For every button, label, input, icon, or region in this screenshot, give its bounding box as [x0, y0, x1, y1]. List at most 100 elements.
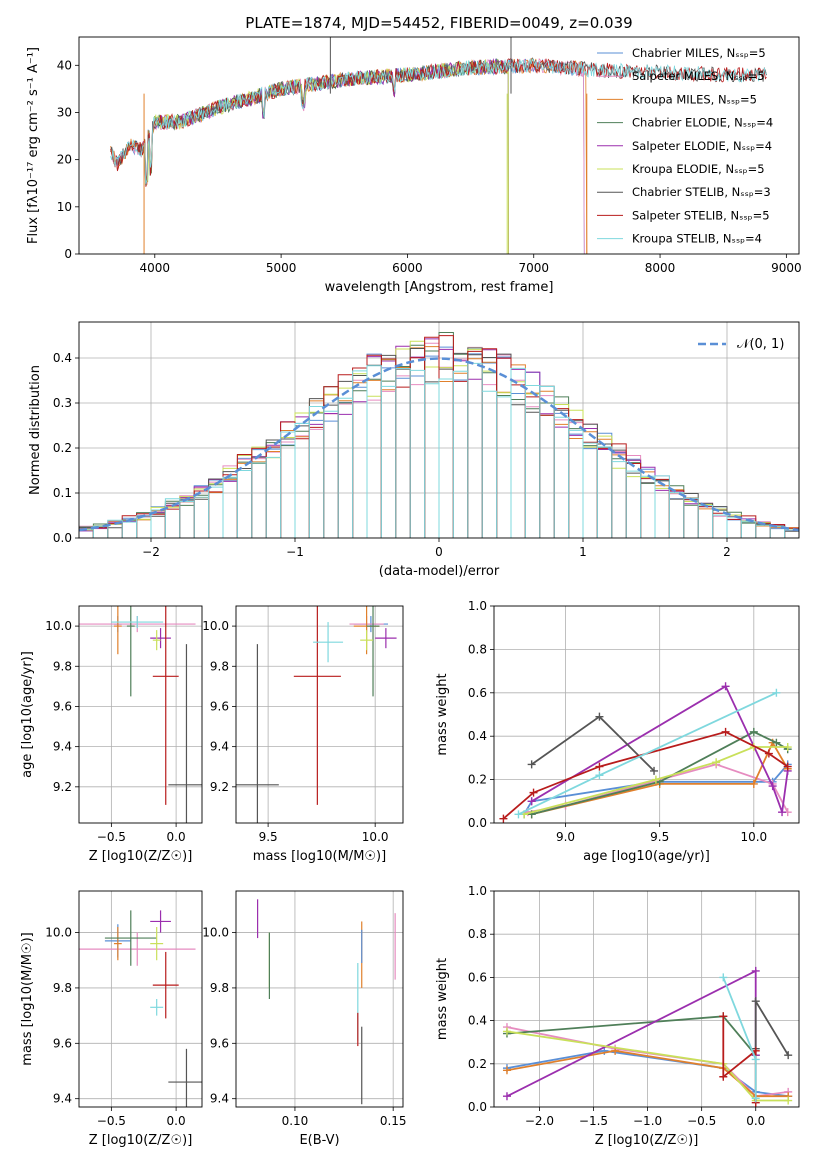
series-marker — [764, 749, 773, 758]
y-tick-label: 9.4 — [53, 740, 72, 754]
legend-label: Salpeter STELIB, Nₛₛₚ=5 — [632, 208, 770, 222]
series-marker — [719, 1012, 728, 1021]
series-line — [531, 715, 655, 772]
axes-frame — [493, 605, 800, 824]
x-axis-label: (data-model)/error — [379, 564, 500, 579]
errorbar-point — [113, 927, 122, 961]
x-tick-label: 5000 — [266, 261, 297, 275]
x-tick-label: −1.5 — [579, 1114, 608, 1128]
x-tick-label: 10.0 — [740, 830, 767, 844]
legend-label: Chabrier ELODIE, Nₛₛₚ=4 — [632, 116, 773, 130]
y-axis-label: mass [log10(M/M☉)] — [20, 932, 35, 1065]
spectrum-line — [110, 58, 585, 254]
errorbar-point — [150, 628, 171, 649]
series-marker — [751, 997, 760, 1006]
x-tick-label: 0.15 — [380, 1114, 407, 1128]
series-marker — [651, 775, 660, 784]
y-tick-label: 9.8 — [53, 659, 72, 673]
mass-weight-series — [527, 712, 659, 775]
errorbar-point — [366, 606, 380, 697]
errorbar-point — [152, 630, 161, 651]
x-tick-label: 7000 — [518, 261, 549, 275]
series-marker — [595, 712, 604, 721]
y-tick-label: 0.8 — [468, 642, 487, 656]
series-marker — [527, 760, 536, 769]
series-line — [754, 997, 789, 1056]
y-tick-label: 1.0 — [468, 884, 487, 898]
x-tick-label: −2.0 — [525, 1114, 554, 1128]
y-tick-label: 0.8 — [468, 927, 487, 941]
mass-weight-series — [523, 760, 792, 817]
x-tick-label: 9.0 — [556, 830, 575, 844]
x-tick-label: −2 — [142, 545, 160, 559]
spectrum-line — [110, 57, 767, 184]
x-tick-label: −0.5 — [97, 1114, 126, 1128]
series-marker — [502, 1066, 511, 1075]
x-axis-label: Z [log10(Z/Z☉)] — [89, 1133, 193, 1148]
y-tick-label: 9.4 — [53, 1092, 72, 1106]
series-marker — [783, 762, 792, 771]
series-marker — [749, 779, 758, 788]
series-marker — [749, 727, 758, 736]
y-tick-label: 10.0 — [45, 926, 72, 940]
axes-frame — [78, 890, 203, 1108]
series-marker — [502, 1027, 511, 1036]
plot-area — [110, 37, 767, 254]
errorbar-point — [111, 616, 164, 629]
errorbar-point — [360, 630, 374, 651]
series-marker — [595, 771, 604, 780]
series-marker — [650, 766, 659, 775]
legend-label: Salpeter MILES, Nₛₛₚ=5 — [632, 69, 765, 83]
errorbar-point — [168, 1048, 202, 1107]
y-tick-label: 30 — [57, 105, 72, 119]
y-tick-label: 0 — [64, 247, 72, 261]
series-line — [506, 969, 757, 1098]
y-tick-label: 9.8 — [210, 981, 229, 995]
legend-label: Kroupa STELIB, Nₛₛₚ=4 — [632, 232, 762, 246]
errorbar-point — [150, 999, 164, 1016]
series-marker — [772, 688, 781, 697]
legend-label: Kroupa MILES, Nₛₛₚ=5 — [632, 92, 757, 106]
axes-frame — [235, 890, 404, 1108]
series-line — [502, 730, 789, 820]
x-axis-label: E(B-V) — [299, 1133, 339, 1148]
series-marker — [719, 1072, 728, 1081]
plot-area — [494, 891, 799, 1107]
y-axis-label: Normed distribution — [28, 365, 43, 495]
y-tick-label: 0.6 — [468, 686, 487, 700]
series-marker — [502, 1092, 511, 1101]
y-tick-label: 9.6 — [53, 699, 72, 713]
panel-3: −0.5 0.0 9.2 9.4 9.6 9.8 10.0 Z [log10(Z/Z☉)] ag… — [20, 605, 203, 864]
y-tick-label: 0.3 — [53, 396, 72, 410]
y-tick-label: 10.0 — [202, 619, 229, 633]
y-tick-label: 0.2 — [53, 441, 72, 455]
x-axis-label: wavelength [Angstrom, rest frame] — [325, 280, 554, 295]
y-axis-label: Flux [fλ10⁻¹⁷ erg cm⁻² s⁻¹ A⁻¹] — [26, 47, 41, 244]
errorbar-point — [236, 644, 279, 823]
y-axis-label: mass weight — [435, 673, 450, 755]
spectrum-line — [141, 57, 509, 254]
y-tick-label: 9.6 — [210, 699, 229, 713]
axes-frame — [493, 890, 800, 1108]
legend: 𝒩(0, 1) — [698, 337, 784, 352]
x-tick-label: 6000 — [392, 261, 423, 275]
y-axis-label: age [log10(age/yr)] — [20, 651, 35, 778]
spectrum-line — [110, 58, 585, 254]
x-tick-label: 9.5 — [650, 830, 669, 844]
series-marker — [784, 1096, 793, 1105]
legend-label: Salpeter ELODIE, Nₛₛₚ=4 — [632, 139, 772, 153]
x-tick-label: −0.5 — [97, 830, 126, 844]
errorbar-point — [152, 606, 179, 805]
panel-7: 0.10 0.15 9.4 9.6 9.8 10.0 E(B-V) — [202, 890, 407, 1148]
mass-weight-series — [527, 682, 792, 817]
x-tick-label: −0.5 — [687, 1114, 716, 1128]
series-marker — [772, 738, 781, 747]
y-tick-label: 0.4 — [53, 351, 72, 365]
x-tick-label: 2 — [723, 545, 731, 559]
series-marker — [751, 1055, 760, 1064]
series-marker — [751, 966, 760, 975]
mass-weight-series — [751, 997, 793, 1060]
y-tick-label: 10.0 — [45, 619, 72, 633]
errorbar-point — [168, 644, 202, 823]
